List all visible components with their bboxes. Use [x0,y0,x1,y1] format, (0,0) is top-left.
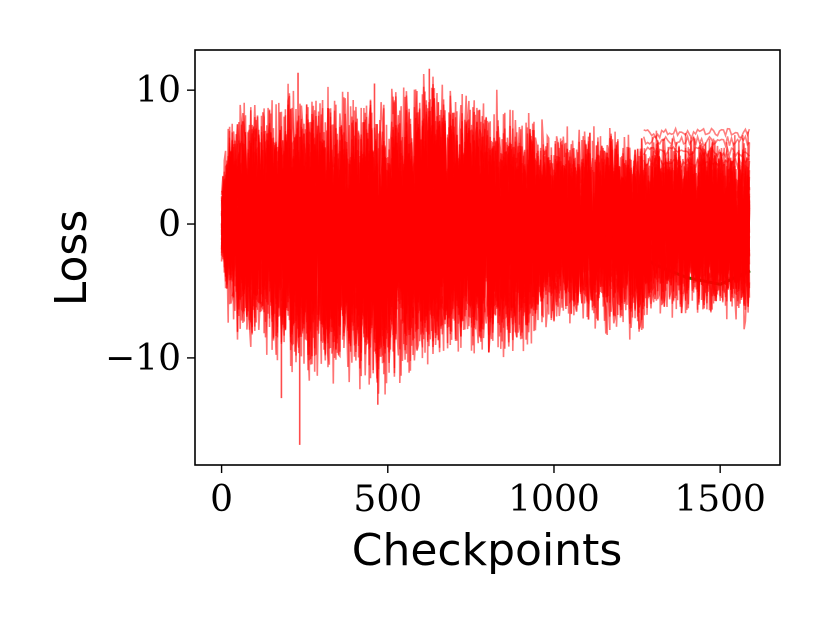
x-tick-label: 0 [210,479,233,520]
x-axis-label: Checkpoints [352,525,623,576]
x-tick-label: 1500 [674,479,766,520]
plot-frame [194,49,781,466]
y-tick-label: 0 [158,204,181,245]
tick-layer: 0 500 1000 1500 −10 0 10 [105,70,766,520]
x-tick-label: 1000 [508,479,600,520]
y-axis-label: Loss [46,210,97,307]
series-run-line [643,126,751,140]
series-layer [220,68,751,445]
series-run-line [642,155,750,171]
series-run-line [642,133,751,149]
y-tick-label: 10 [135,70,181,111]
series-run-line [220,91,751,383]
x-tick-label: 500 [353,479,422,520]
series-run-line [642,145,751,159]
y-tick-label: −10 [105,338,181,379]
